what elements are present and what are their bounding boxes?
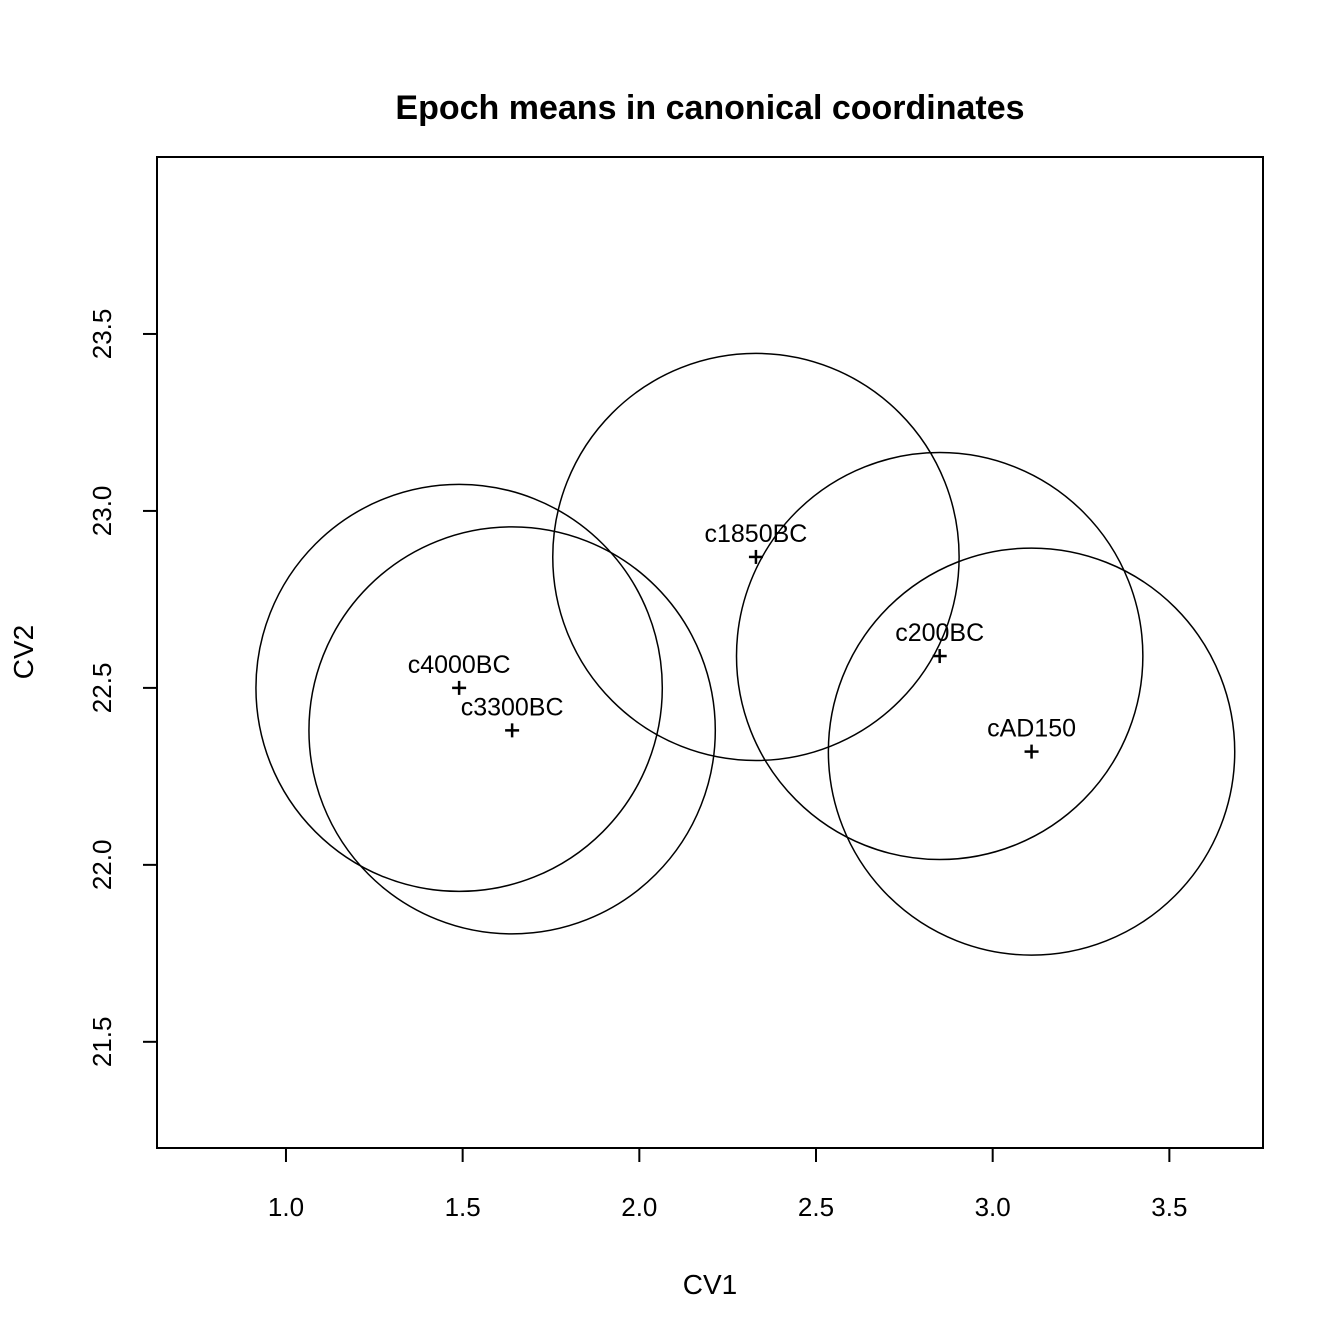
x-tick-label: 3.0 bbox=[975, 1192, 1011, 1222]
point-marker-cAD150 bbox=[1025, 745, 1039, 759]
point-label-c3300BC: c3300BC bbox=[461, 693, 564, 721]
point-label-c1850BC: c1850BC bbox=[705, 520, 808, 548]
y-tick-label: 21.5 bbox=[87, 1017, 117, 1068]
x-tick-label: 1.5 bbox=[445, 1192, 481, 1222]
chart-title: Epoch means in canonical coordinates bbox=[395, 89, 1024, 127]
y-tick-label: 23.5 bbox=[87, 309, 117, 360]
y-axis: 21.5 22.0 22.5 23.0 23.5 bbox=[87, 309, 157, 1067]
point-marker-c3300BC bbox=[505, 723, 519, 737]
point-label-c200BC: c200BC bbox=[895, 619, 984, 647]
point-labels: c4000BC c3300BC c1850BC c200BC cAD150 bbox=[408, 520, 1076, 743]
y-tick-label: 22.5 bbox=[87, 663, 117, 714]
point-label-c4000BC: c4000BC bbox=[408, 651, 511, 679]
x-axis: 1.0 1.5 2.0 2.5 3.0 3.5 bbox=[268, 1148, 1188, 1222]
point-marker-c1850BC bbox=[749, 550, 763, 564]
x-tick-label: 1.0 bbox=[268, 1192, 304, 1222]
point-label-cAD150: cAD150 bbox=[987, 715, 1076, 743]
x-tick-label: 2.5 bbox=[798, 1192, 834, 1222]
x-axis-title: CV1 bbox=[683, 1269, 737, 1300]
point-markers bbox=[452, 550, 1038, 759]
y-axis-title: CV2 bbox=[8, 625, 39, 679]
y-tick-label: 23.0 bbox=[87, 486, 117, 537]
plot-frame bbox=[157, 157, 1263, 1148]
point-marker-c200BC bbox=[933, 649, 947, 663]
confidence-circles bbox=[256, 353, 1235, 955]
x-tick-label: 3.5 bbox=[1151, 1192, 1187, 1222]
x-tick-label: 2.0 bbox=[621, 1192, 657, 1222]
y-tick-label: 22.0 bbox=[87, 840, 117, 891]
